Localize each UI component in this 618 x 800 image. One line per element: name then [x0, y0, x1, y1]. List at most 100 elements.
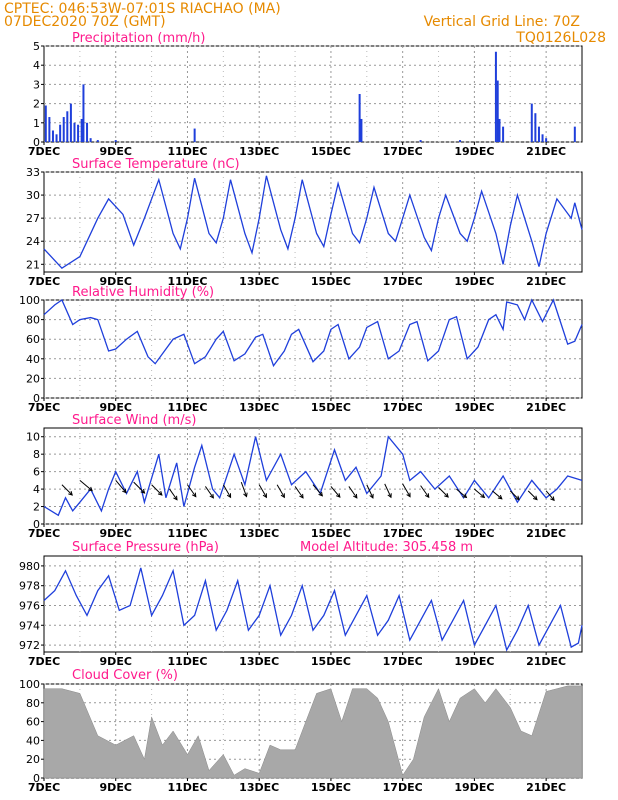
series-line [43, 298, 583, 368]
precip-bar [496, 80, 499, 142]
wind-arrow-shaft [474, 488, 485, 498]
precip-bar [541, 134, 544, 142]
header-model-code: TQ0126L028 [515, 30, 606, 46]
x-tick-label: 15DEC [311, 275, 351, 288]
y-tick-label: 60 [26, 716, 40, 729]
wind-arrow-shaft [366, 484, 374, 499]
x-tick-label: 11DEC [167, 401, 207, 414]
x-tick-label: 17DEC [383, 401, 423, 414]
wind-arrow-head [68, 491, 73, 496]
precip-bar [73, 122, 76, 142]
precip-bar [69, 103, 72, 142]
y-tick-label: 40 [26, 353, 40, 366]
x-tick-label: 15DEC [311, 527, 351, 540]
wind-arrow-head [173, 495, 178, 501]
plot-frame [43, 427, 583, 525]
header-vertical-grid: Vertical Grid Line: 70Z [424, 14, 580, 30]
wind-arrow-head [226, 493, 232, 499]
precip-bar [77, 124, 80, 142]
x-tick-label: 19DEC [454, 781, 494, 794]
x-tick-label: 13DEC [239, 781, 279, 794]
x-tick-label: 7DEC [28, 401, 60, 414]
y-tick-label: 24 [26, 235, 40, 248]
wind-arrow-head [122, 488, 127, 494]
cloud-area [43, 685, 583, 779]
wind-arrow-head [157, 491, 163, 496]
x-tick-label: 21DEC [526, 275, 566, 288]
x-tick-label: 17DEC [383, 145, 423, 158]
wind-arrow-head [444, 492, 449, 498]
x-tick-label: 11DEC [167, 145, 207, 158]
wind-arrow-head [209, 493, 214, 499]
series-line [43, 567, 583, 652]
wind-arrow-shaft [509, 490, 520, 500]
wind-arrow-head [515, 495, 520, 501]
panel-humidity: 0 20 40 60 80 100 7DEC 9DEC 11DEC 13DEC 15DEC 17DEC… [19, 294, 583, 414]
y-tick-label: 2 [33, 501, 40, 514]
x-tick-label: 7DEC [28, 145, 60, 158]
x-tick-label: 11DEC [167, 527, 207, 540]
wind-arrow-head [318, 491, 323, 497]
panel-wind: 0 2 4 6 8 10 7DEC 9DEC 11DEC 13DEC 15DEC 17DEC 19DEC… [26, 427, 583, 540]
x-tick-label: 13DEC [239, 527, 279, 540]
y-tick-label: 974 [19, 619, 40, 632]
wind-arrow-shaft [384, 483, 392, 498]
plot-frame [43, 555, 583, 653]
wind-arrow-head [387, 493, 392, 499]
precip-bar [459, 140, 462, 142]
precip-bar [96, 140, 99, 142]
header-date: 07DEC2020 70Z (GMT) [4, 14, 166, 30]
y-tick-label: 60 [26, 333, 40, 346]
precip-bar [534, 113, 537, 142]
precip-bar [573, 126, 576, 142]
x-tick-label: 13DEC [239, 401, 279, 414]
y-tick-label: 10 [26, 431, 40, 444]
x-tick-label: 9DEC [100, 145, 132, 158]
wind-arrow-shaft [545, 490, 555, 501]
panel-title-temperature: Surface Temperature (nC) [72, 157, 240, 172]
y-tick-label: 33 [26, 166, 40, 179]
wind-arrow-shaft [222, 484, 232, 498]
wind-arrow-shaft [456, 488, 467, 498]
x-tick-label: 13DEC [239, 145, 279, 158]
x-tick-label: 17DEC [383, 781, 423, 794]
wind-arrow-shaft [115, 480, 127, 493]
x-tick-label: 17DEC [383, 527, 423, 540]
precip-bar [530, 103, 533, 142]
x-tick-label: 13DEC [239, 275, 279, 288]
wind-arrow-head [243, 492, 248, 498]
wind-arrow-shaft [204, 486, 214, 499]
precip-bar [494, 51, 497, 143]
wind-arrow-head [280, 493, 285, 499]
wind-arrow-head [480, 493, 486, 499]
wind-arrow-head [424, 493, 430, 499]
wind-arrow-head [335, 493, 341, 498]
precip-bar [62, 117, 65, 142]
precip-bar [59, 124, 62, 142]
panel-title-precipitation: Precipitation (mm/h) [72, 31, 205, 46]
y-tick-label: 5 [33, 40, 40, 53]
wind-arrow-shaft [527, 490, 538, 500]
y-tick-label: 20 [26, 372, 40, 385]
x-tick-label: 15DEC [311, 655, 351, 668]
y-tick-label: 8 [33, 448, 40, 461]
x-tick-label: 7DEC [28, 781, 60, 794]
y-tick-label: 978 [19, 580, 40, 593]
precip-bar [498, 118, 501, 142]
x-tick-label: 19DEC [454, 401, 494, 414]
x-tick-label: 21DEC [526, 401, 566, 414]
y-tick-label: 0 [33, 392, 40, 405]
wind-arrow-shaft [187, 484, 197, 497]
precip-bar [82, 84, 85, 142]
y-tick-label: 21 [26, 258, 40, 271]
plot-frame [43, 171, 583, 273]
y-tick-label: 0 [33, 518, 40, 531]
x-tick-label: 19DEC [454, 275, 494, 288]
panel-title-pressure: Surface Pressure (hPa) [72, 540, 219, 555]
x-tick-label: 7DEC [28, 527, 60, 540]
wind-arrow-head [462, 493, 468, 499]
x-tick-label: 9DEC [100, 781, 132, 794]
header-station: CPTEC: 046:53W-07:01S RIACHAO (MA) [4, 1, 281, 17]
plot-frame [43, 299, 583, 399]
x-tick-label: 13DEC [239, 655, 279, 668]
